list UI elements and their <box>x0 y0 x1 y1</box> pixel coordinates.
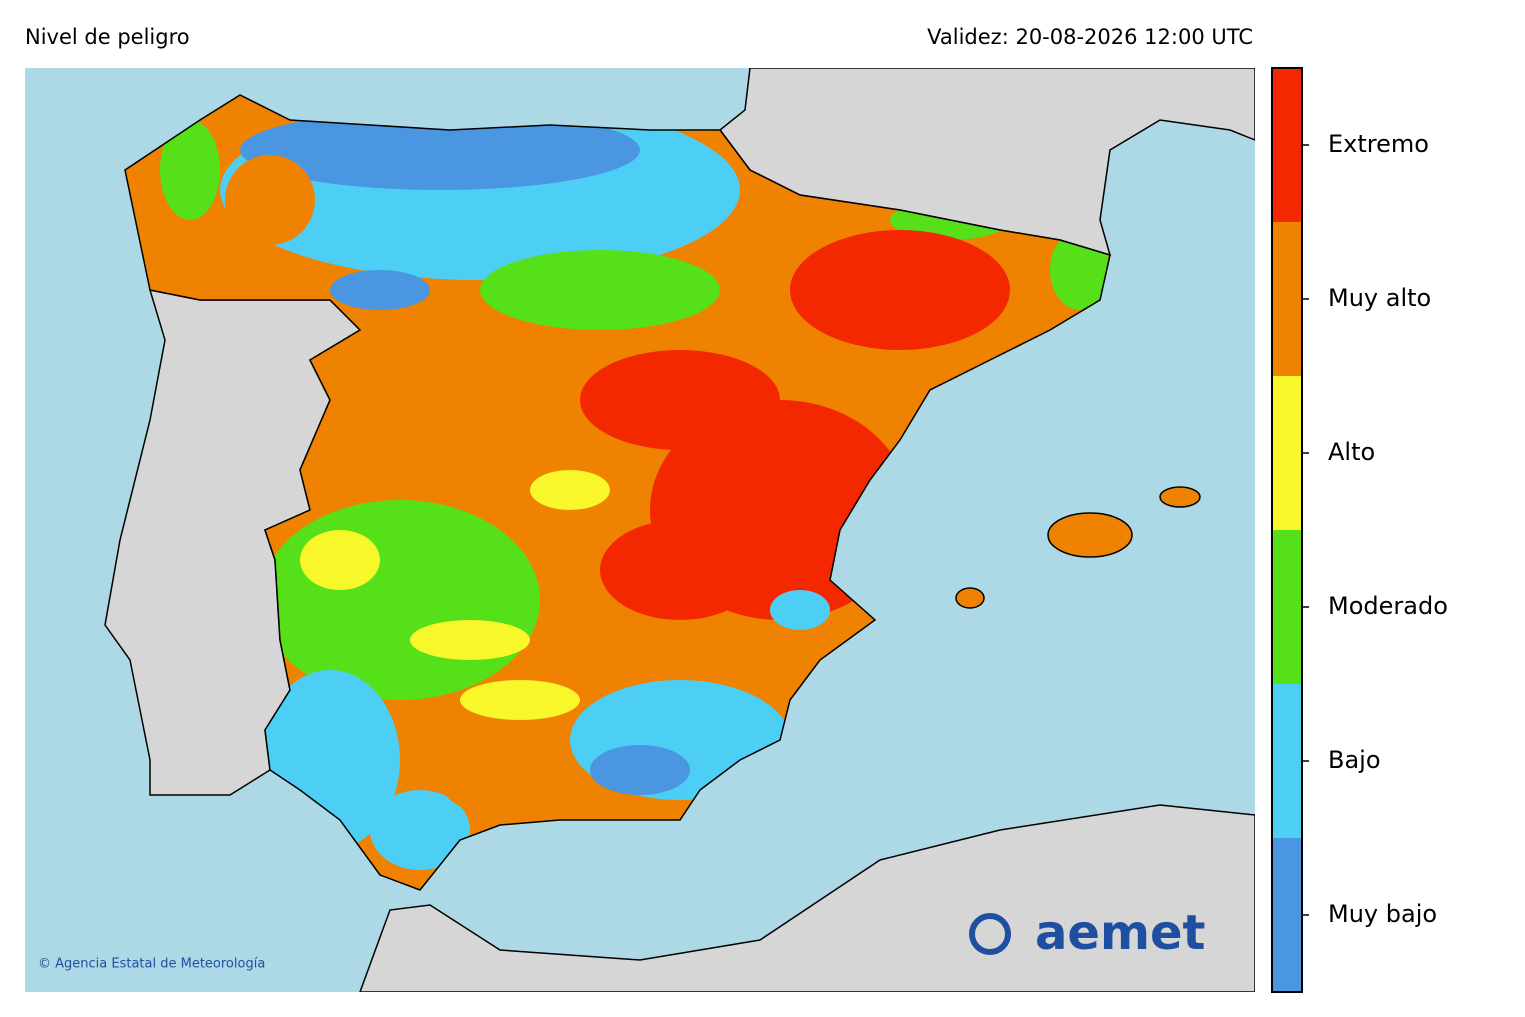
validity: Validez: 20-08-2026 12:00 UTC <box>927 25 1253 49</box>
colorbar-label: Muy alto <box>1328 284 1431 312</box>
credit: © Agencia Estatal de Meteorología <box>38 957 265 972</box>
colorbar-label: Alto <box>1328 438 1375 466</box>
colorbar-frame <box>1271 67 1303 993</box>
colorbar-label: Bajo <box>1328 746 1381 774</box>
hazard-area <box>770 590 830 630</box>
colorbar-label: Moderado <box>1328 592 1448 620</box>
map-title: Nivel de peligro <box>25 25 190 49</box>
colorbar-label: Extremo <box>1328 130 1429 158</box>
hazard-area <box>240 110 640 190</box>
hazard-area <box>330 270 430 310</box>
colorbar-band <box>1272 222 1302 376</box>
hazard-area <box>370 790 470 870</box>
africa <box>359 804 1255 992</box>
coastline <box>124 94 1201 891</box>
logo: aemet <box>969 905 1205 961</box>
colorbar-label: Muy bajo <box>1328 900 1437 928</box>
hazard-area <box>600 520 760 620</box>
hazard-area <box>480 250 720 330</box>
colorbar: Muy bajo Bajo Moderado Alto Muy alto Extremo <box>1271 67 1448 993</box>
hazard-area <box>590 745 690 795</box>
hazard-area <box>460 680 580 720</box>
hazard-area <box>410 620 530 660</box>
colorbar-band <box>1272 838 1302 992</box>
colorbar-band <box>1272 68 1302 222</box>
colorbar-band <box>1272 376 1302 530</box>
hazard-area <box>225 155 315 245</box>
hazard-area <box>300 530 380 590</box>
hazard-area <box>440 750 520 810</box>
logo-text: aemet <box>1035 905 1205 961</box>
hazard-area <box>530 470 610 510</box>
colorbar-band <box>1272 684 1302 838</box>
hazard-area <box>790 230 1010 350</box>
hazard-area <box>260 500 540 700</box>
hazard-area <box>160 120 220 220</box>
colorbar-band <box>1272 530 1302 684</box>
